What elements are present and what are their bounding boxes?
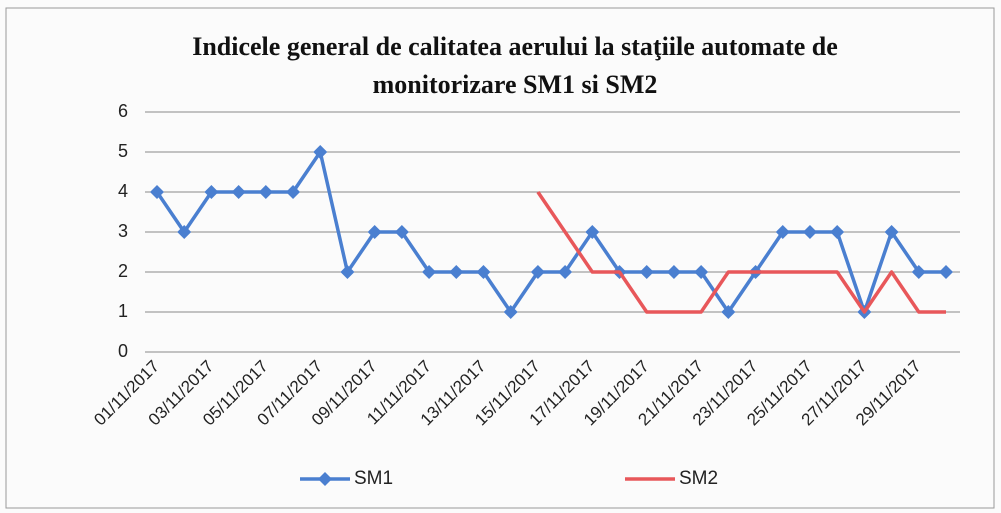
legend-label: SM2	[679, 468, 718, 489]
legend-label: SM1	[354, 468, 393, 489]
data-point	[150, 185, 164, 199]
data-point	[340, 265, 355, 279]
data-point	[367, 225, 382, 239]
data-point	[721, 305, 736, 319]
data-point	[911, 265, 926, 279]
data-point	[639, 265, 654, 279]
data-point	[476, 265, 491, 279]
legend-marker	[318, 472, 332, 486]
data-point	[449, 265, 464, 279]
data-point	[258, 185, 273, 199]
data-point	[394, 225, 409, 239]
data-point	[286, 185, 301, 199]
data-point	[231, 185, 246, 199]
data-point	[775, 225, 790, 239]
data-point	[666, 265, 681, 279]
data-point	[939, 265, 953, 279]
data-point	[884, 225, 899, 239]
data-point	[558, 265, 573, 279]
y-tick-label: 1	[118, 301, 128, 321]
y-tick-label: 3	[118, 221, 128, 241]
y-tick-label: 0	[118, 341, 128, 361]
data-point	[204, 185, 219, 199]
data-point	[530, 265, 545, 279]
chart-border	[5, 7, 995, 509]
y-tick-label: 5	[118, 141, 128, 161]
chart-title: Indicele general de calitatea aerului la…	[192, 32, 838, 99]
data-point	[585, 225, 600, 239]
data-point	[694, 265, 709, 279]
data-point	[802, 225, 817, 239]
data-point	[830, 225, 845, 239]
data-point	[313, 145, 328, 159]
series-line	[536, 191, 946, 314]
data-point	[177, 225, 192, 239]
y-tick-label: 4	[118, 181, 128, 201]
data-point	[503, 305, 518, 319]
y-tick-label: 2	[118, 261, 128, 281]
data-point	[422, 265, 437, 279]
y-tick-label: 6	[118, 101, 128, 121]
